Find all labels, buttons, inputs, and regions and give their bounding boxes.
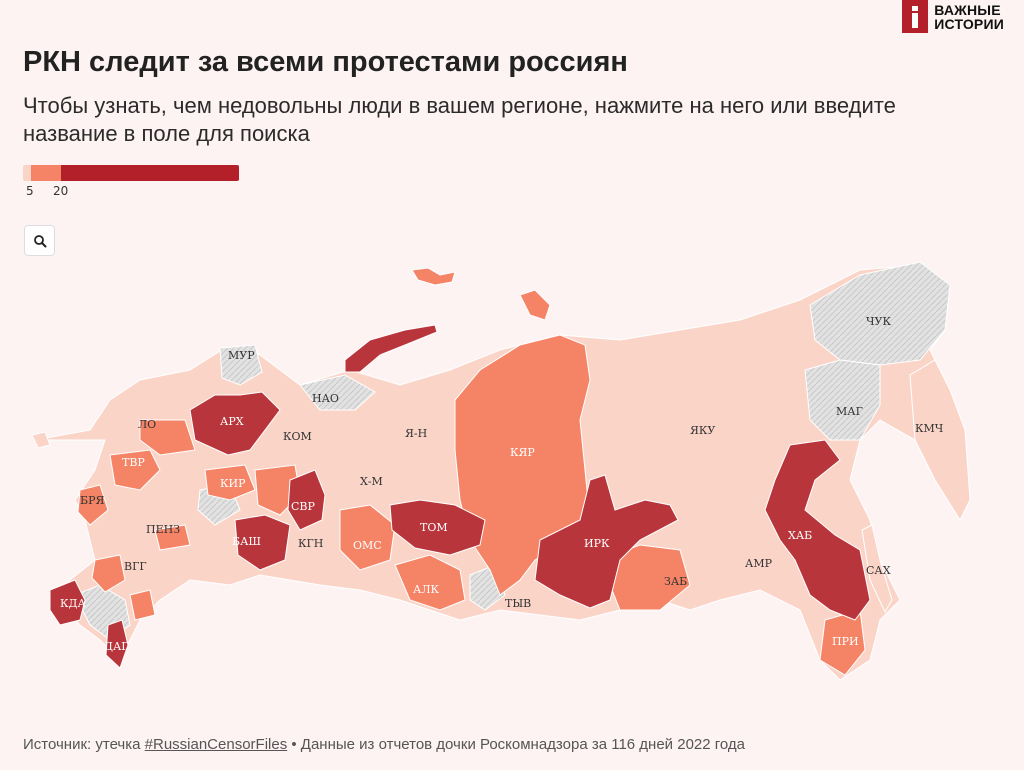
legend-swatch-high — [61, 165, 239, 181]
region-irk[interactable] — [534, 474, 679, 609]
region-tvr[interactable] — [109, 449, 161, 491]
source-note: Источник: утечка #RussianCensorFiles • Д… — [23, 736, 745, 753]
region-nao[interactable] — [299, 374, 376, 411]
label-kmch: КМЧ — [915, 422, 943, 435]
brand-logo[interactable]: ВАЖНЫЕ ИСТОРИИ — [902, 0, 1004, 33]
label-penz: ПЕНЗ — [146, 523, 180, 536]
region-zab[interactable] — [599, 544, 691, 611]
label-yan: Я-Н — [405, 427, 427, 440]
legend-bar — [23, 165, 239, 181]
label-kya: КЯР — [510, 446, 535, 459]
region-novaya-zemlya[interactable] — [344, 324, 438, 373]
source-link[interactable]: #RussianCensorFiles — [144, 736, 288, 753]
logo-line-1: ВАЖНЫЕ — [934, 2, 1001, 18]
label-tyv: ТЫВ — [505, 597, 531, 610]
region-hab[interactable] — [764, 439, 871, 621]
logo-text: ВАЖНЫЕ ИСТОРИИ — [934, 3, 1004, 31]
legend-swatch-low — [23, 165, 31, 181]
color-legend: 5 20 — [23, 165, 239, 200]
legend-swatch-mid — [31, 165, 61, 181]
search-button[interactable] — [24, 225, 55, 256]
region-kmch[interactable] — [909, 359, 971, 522]
label-yaku: ЯКУ — [690, 424, 715, 437]
page-subtitle: Чтобы узнать, чем недовольны люди в ваше… — [23, 93, 896, 146]
label-irk: ИРК — [584, 537, 610, 550]
region-chu[interactable] — [809, 261, 951, 366]
region-sakh-island[interactable] — [861, 524, 893, 614]
region-mur[interactable] — [219, 344, 263, 386]
label-tom: ТОМ — [420, 521, 448, 534]
label-lo: ЛО — [138, 418, 156, 431]
region-kda[interactable] — [49, 579, 86, 626]
region-vgg[interactable] — [91, 554, 126, 593]
label-kir: КИР — [220, 477, 246, 490]
region-islands-north — [411, 267, 551, 321]
russia-map[interactable]: МУР НАО ЧУК ЛО АРХ КОМ Я-Н ЯКУ МАГ КМЧ Т… — [0, 250, 1024, 710]
label-dag: ДАГ — [104, 640, 129, 653]
label-arh: АРХ — [220, 415, 244, 428]
label-kom: КОМ — [283, 430, 312, 443]
source-prefix: Источник: утечка — [23, 736, 145, 753]
label-sakh: САХ — [866, 564, 891, 577]
region-crimea[interactable] — [31, 431, 51, 449]
region-kir[interactable] — [204, 464, 256, 501]
label-hab: ХАБ — [788, 529, 812, 542]
label-vgg: ВГГ — [124, 560, 147, 573]
label-kgn: КГН — [298, 537, 323, 550]
region-dag[interactable] — [105, 619, 129, 669]
source-suffix: • Данные из отчетов дочки Роскомнадзора … — [287, 736, 746, 753]
label-amr: АМР — [745, 557, 773, 570]
label-svr: СВР — [291, 500, 316, 513]
logo-i-icon — [902, 0, 929, 33]
label-mag: МАГ — [836, 405, 863, 418]
region-small-mid — [129, 419, 196, 621]
label-bash: БАШ — [232, 535, 261, 548]
region-arh[interactable] — [189, 391, 281, 456]
label-mur: МУР — [228, 349, 255, 362]
label-tvr: ТВР — [122, 456, 145, 469]
label-nao: НАО — [312, 392, 339, 405]
legend-ticks: 5 20 — [23, 184, 239, 200]
region-bash[interactable] — [234, 514, 291, 571]
label-zab: ЗАБ — [664, 575, 687, 588]
page-title: РКН следит за всеми протестами россиян — [23, 46, 628, 78]
label-pri: ПРИ — [832, 635, 859, 648]
logo-line-2: ИСТОРИИ — [934, 16, 1004, 32]
region-tom[interactable] — [389, 499, 486, 556]
label-bry: БРЯ — [80, 494, 104, 507]
region-bry[interactable] — [77, 484, 109, 526]
label-kda: КДА — [60, 597, 86, 610]
legend-tick-low: 5 — [26, 184, 34, 198]
region-alk[interactable] — [394, 554, 466, 611]
label-alk: АЛК — [413, 583, 440, 596]
search-icon — [33, 234, 46, 247]
region-oms[interactable] — [339, 504, 396, 571]
legend-tick-high: 20 — [53, 184, 69, 198]
label-oms: ОМС — [353, 539, 382, 552]
region-labels: МУР НАО ЧУК ЛО АРХ КОМ Я-Н ЯКУ МАГ КМЧ Т… — [60, 315, 943, 653]
region-mag[interactable] — [804, 359, 881, 441]
label-hm: Х-М — [360, 475, 383, 488]
region-svr[interactable] — [287, 469, 326, 531]
label-chu: ЧУК — [866, 315, 891, 328]
